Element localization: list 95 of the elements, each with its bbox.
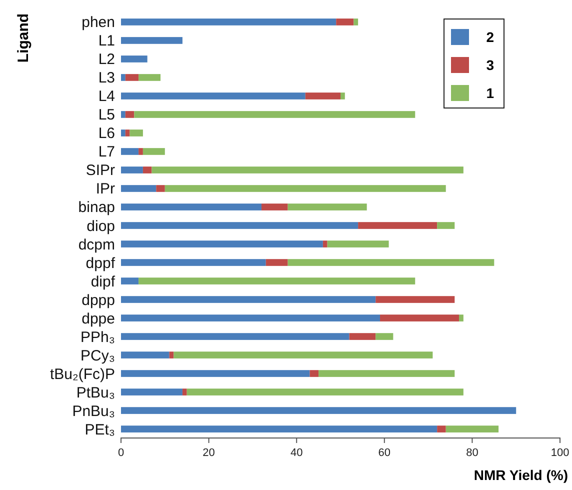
bar bbox=[152, 166, 464, 174]
y-tick-label: L7 bbox=[98, 144, 115, 161]
y-axis-title: Ligand bbox=[15, 13, 32, 63]
bar bbox=[121, 166, 143, 174]
bar bbox=[125, 111, 134, 118]
bar bbox=[156, 185, 165, 192]
bar bbox=[182, 388, 187, 396]
x-tick-label: 80 bbox=[466, 446, 478, 459]
y-tick-label: dipf bbox=[90, 273, 116, 290]
y-tick-label: SIPr bbox=[86, 162, 115, 180]
bar bbox=[121, 111, 126, 118]
bar bbox=[340, 92, 345, 100]
y-tick-label: PCy₃ bbox=[80, 347, 115, 364]
y-tick-label: binap bbox=[78, 199, 115, 216]
bar bbox=[121, 18, 336, 26]
bar bbox=[446, 426, 499, 432]
bar bbox=[266, 259, 288, 266]
bar bbox=[130, 130, 143, 136]
bar bbox=[121, 185, 156, 192]
bar bbox=[354, 18, 358, 26]
legend-label: 3 bbox=[486, 56, 494, 73]
legend-label: 1 bbox=[486, 84, 494, 101]
bar bbox=[121, 92, 306, 100]
bar bbox=[121, 240, 323, 248]
y-tick-label: diop bbox=[86, 218, 115, 235]
bar bbox=[318, 370, 455, 377]
y-tick-label: PtBu₃ bbox=[76, 384, 115, 402]
y-tick-label: L6 bbox=[98, 125, 115, 142]
bar bbox=[138, 74, 161, 81]
bar bbox=[121, 130, 126, 136]
bar bbox=[164, 185, 446, 192]
bar bbox=[305, 92, 340, 100]
bar bbox=[121, 148, 139, 155]
bar bbox=[186, 388, 464, 396]
bar bbox=[142, 166, 152, 174]
bar bbox=[121, 222, 358, 229]
bar bbox=[121, 426, 438, 432]
y-tick-label: dppp bbox=[82, 292, 115, 309]
x-tick-label: 60 bbox=[378, 446, 391, 459]
bar bbox=[121, 314, 380, 322]
x-axis-title: NMR Yield (%) bbox=[474, 467, 568, 483]
bar bbox=[121, 370, 310, 377]
y-tick-label: tBu₂(Fc)P bbox=[50, 366, 115, 383]
bar bbox=[121, 352, 170, 358]
bar bbox=[336, 18, 354, 26]
bar bbox=[174, 352, 433, 358]
y-tick-label: PEt₃ bbox=[84, 421, 115, 438]
bar bbox=[121, 278, 139, 284]
bar bbox=[376, 296, 455, 303]
y-tick-label: L3 bbox=[98, 70, 115, 87]
y-tick-label: L5 bbox=[98, 106, 115, 124]
x-tick-label: 40 bbox=[290, 446, 303, 459]
bar bbox=[288, 204, 367, 210]
legend-label: 2 bbox=[486, 28, 494, 45]
y-tick-label: IPr bbox=[96, 180, 115, 198]
bar bbox=[358, 222, 438, 229]
y-tick-label: L1 bbox=[98, 32, 115, 50]
y-tick-label: L2 bbox=[98, 51, 115, 68]
bar bbox=[380, 314, 460, 322]
x-tick-label: 20 bbox=[202, 446, 215, 459]
bar bbox=[349, 333, 376, 340]
bar bbox=[121, 296, 376, 303]
bar bbox=[261, 204, 288, 210]
y-tick-label: phen bbox=[82, 14, 115, 32]
y-tick-label: dppf bbox=[86, 254, 116, 272]
bar bbox=[121, 204, 262, 210]
bar bbox=[134, 111, 416, 118]
y-tick-label: dppe bbox=[82, 310, 115, 328]
x-tick-label: 100 bbox=[550, 446, 570, 459]
bar bbox=[121, 259, 266, 266]
y-tick-label: dcpm bbox=[78, 236, 115, 254]
bar bbox=[138, 278, 416, 284]
bar bbox=[125, 130, 130, 136]
bar bbox=[142, 148, 165, 155]
bar bbox=[121, 56, 148, 62]
bar bbox=[327, 240, 389, 248]
bar bbox=[437, 222, 455, 229]
bar bbox=[138, 148, 143, 155]
y-tick-label: PPh₃ bbox=[80, 328, 115, 346]
bar bbox=[121, 388, 182, 396]
bar bbox=[288, 259, 494, 266]
bar bbox=[121, 74, 126, 81]
bar bbox=[121, 333, 350, 340]
y-tick-label: PnBu₃ bbox=[72, 402, 115, 420]
bar bbox=[459, 314, 464, 322]
bar bbox=[376, 333, 394, 340]
bar bbox=[310, 370, 319, 377]
bar bbox=[322, 240, 328, 248]
bar bbox=[125, 74, 139, 81]
bar bbox=[121, 407, 516, 414]
bar bbox=[169, 352, 174, 358]
y-tick-label: L4 bbox=[98, 88, 115, 106]
x-tick-label: 0 bbox=[118, 446, 124, 459]
bar bbox=[437, 426, 446, 432]
bar bbox=[121, 37, 182, 44]
